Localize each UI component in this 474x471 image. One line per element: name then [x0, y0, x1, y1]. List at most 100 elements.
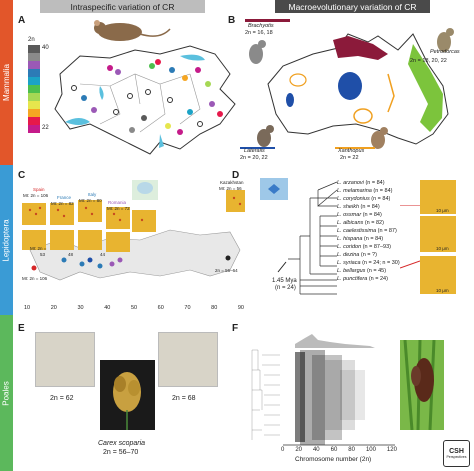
- species-row: L. punctifera (n = 24): [337, 276, 388, 282]
- phylogenetic-tree: [260, 178, 338, 295]
- map-label-53: 53: [40, 252, 46, 257]
- italy-count: MI: 2n = 80: [79, 198, 102, 203]
- lateralis-range-west: [286, 93, 294, 107]
- species-row: L. bellargus (n = 45): [337, 268, 387, 274]
- brachyotis-name: Brachyotis: [248, 23, 274, 29]
- italy-label: Italy: [88, 192, 97, 197]
- x-tick: 60: [330, 447, 338, 453]
- node-age: 1.45 Mya: [272, 278, 297, 284]
- axis-tick: 60: [157, 305, 164, 311]
- spain-count: MI: 2n = 106: [23, 193, 49, 198]
- highlight-lines: [400, 205, 420, 269]
- lake-constance: [180, 54, 205, 61]
- chromosome-number-plot: [251, 334, 395, 446]
- species-count: 2n = 56–70: [103, 449, 139, 456]
- histogram-density: [295, 334, 375, 348]
- map-label-mi: MI: 2n =: [30, 246, 47, 251]
- panel-label-b: B: [228, 15, 236, 26]
- legend-swatch: [28, 61, 40, 69]
- axis-tick: 40: [104, 305, 111, 311]
- panel-a-legend: [28, 45, 40, 133]
- france-count: MI: 2n = 82: [51, 201, 74, 206]
- panel-label-a: A: [18, 15, 26, 26]
- panel-a-legend-title: 2n: [28, 37, 35, 43]
- x-tick: 80: [348, 447, 355, 453]
- brachyotis-range: [333, 36, 388, 60]
- wallaby-illustrations: [249, 28, 454, 149]
- species-row: L. melamarina (n = 84): [337, 188, 393, 194]
- romania-label: Romania: [108, 200, 127, 205]
- grass-photo: [400, 340, 444, 430]
- mammalia-band: Mammalia: [0, 0, 13, 165]
- lake-geneva: [65, 118, 90, 125]
- x-axis-label: Chromosome number (2n): [295, 456, 372, 463]
- legend-swatch-40: [28, 45, 40, 53]
- france-label: France: [57, 195, 72, 200]
- xanthopus-range: [353, 108, 373, 124]
- legend-value-top: 40: [42, 45, 49, 51]
- species-row: L. dezina (n = ?): [337, 252, 377, 258]
- legend-swatch: [28, 109, 40, 117]
- axis-tick: 20: [50, 305, 57, 311]
- karyotype-photo-right: [158, 332, 218, 387]
- map-label-48: 48: [68, 252, 74, 257]
- poales-label: Poales: [2, 380, 11, 406]
- lepidoptera-band: Lepidoptera: [0, 165, 13, 315]
- legend-swatch: [28, 69, 40, 77]
- kazakhstan-count: MI: 2n = 56: [219, 186, 242, 191]
- karyotype-photo-left: [35, 332, 95, 387]
- species-row: L. sheikh (n = 84): [337, 204, 380, 210]
- map-label-106: MI: 2n = 106: [22, 276, 48, 281]
- x-tick: 100: [365, 447, 376, 453]
- panel-label-c: C: [18, 170, 26, 181]
- species-row: L. ossmar (n = 84): [337, 212, 382, 218]
- country-outline: [54, 45, 236, 155]
- petrodorcas-name: Petrodorcas: [430, 49, 460, 55]
- species-row: L. arzanovi (n = 84): [337, 180, 385, 186]
- karyotype-image-d1: [420, 180, 456, 214]
- sample-points: [71, 59, 223, 135]
- legend-swatch: [28, 101, 40, 109]
- legend-swatch: [28, 77, 40, 85]
- scale-label: 10 μm: [436, 288, 449, 293]
- lateralis-count: 2n = 20, 22: [240, 155, 268, 161]
- species-row: L. albicans (n = 82): [337, 220, 384, 226]
- species-points: [295, 350, 365, 445]
- map-label-56-64: 2n = 56–64: [215, 268, 238, 273]
- csh-logo: CSH Perspectives: [443, 440, 470, 467]
- legend-swatch: [28, 93, 40, 101]
- lateralis-range-central: [338, 72, 362, 100]
- header-intraspecific: Intraspecific variation of CR: [40, 0, 205, 13]
- switzerland-map: [54, 20, 236, 155]
- legend-swatch: [28, 53, 40, 61]
- logo-sub: Perspectives: [446, 455, 467, 459]
- axis-tick: 30: [77, 305, 84, 311]
- mouse-illustration: [94, 20, 171, 41]
- legend-swatch-22: [28, 125, 40, 133]
- spain-label: Spain: [33, 187, 45, 192]
- axis-tick: 50: [130, 305, 138, 311]
- node-arrow: [277, 261, 287, 273]
- population-points: [31, 255, 231, 271]
- x-tick: 20: [295, 447, 302, 453]
- panel-label-f: F: [232, 323, 239, 334]
- panel-label-d: D: [232, 170, 240, 181]
- karyotype-images: [22, 190, 245, 252]
- lake-neuchatel: [99, 86, 104, 100]
- axis-tick: 90: [237, 305, 244, 311]
- species-name: Carex scoparia: [98, 440, 146, 447]
- axis-tick: 80: [211, 305, 218, 311]
- canton-borders: [79, 73, 201, 133]
- xanthopus-name: Xanthopus: [338, 148, 365, 154]
- species-row: L. hispana (n = 84): [337, 236, 384, 242]
- x-tick: 40: [312, 447, 320, 453]
- species-row: L. corydonius (n = 84): [337, 196, 391, 202]
- scale-label: 10 μm: [436, 246, 449, 251]
- plot-x-ticks: 0 20 40 60 80 100 120: [281, 447, 397, 453]
- brachyotis-swatch: [245, 19, 290, 22]
- legend-swatch: [28, 85, 40, 93]
- petrodorcas-count: 2n = 18, 20, 22: [410, 58, 447, 64]
- xanthopus-swatch: [335, 147, 375, 149]
- panel-label-e: E: [18, 323, 25, 334]
- header-macroevolutionary: Macroevolutionary variation of CR: [275, 0, 430, 13]
